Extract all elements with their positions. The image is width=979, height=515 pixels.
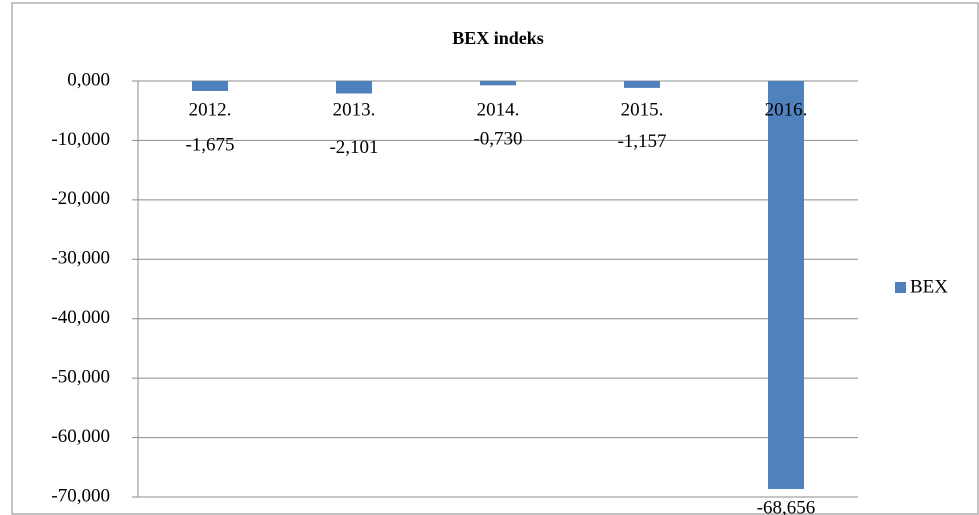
x-tick-label: 2016.: [765, 99, 808, 120]
y-tick-label: 0,000: [67, 69, 110, 90]
value-label: -0,730: [473, 129, 522, 150]
y-tick-label: -10,000: [51, 129, 110, 150]
value-label: -1,157: [617, 131, 666, 152]
x-tick-label: 2013.: [333, 99, 376, 120]
chart-title: BEX indeks: [452, 28, 544, 48]
y-tick-label: -60,000: [51, 426, 110, 447]
bar: [768, 81, 804, 490]
y-tick-label: -20,000: [51, 188, 110, 209]
bar: [336, 81, 372, 94]
y-tick-label: -40,000: [51, 307, 110, 328]
bar: [624, 81, 660, 88]
legend-swatch: [895, 282, 906, 293]
x-tick-label: 2015.: [621, 99, 664, 120]
y-tick-label: -70,000: [51, 485, 110, 506]
y-tick-label: -30,000: [51, 248, 110, 269]
x-tick-label: 2014.: [477, 99, 520, 120]
bar: [192, 81, 228, 91]
chart-border: [11, 2, 979, 515]
y-tick-label: -50,000: [51, 367, 110, 388]
value-label: -1,675: [185, 134, 234, 155]
x-tick-label: 2012.: [189, 99, 232, 120]
value-label: -2,101: [329, 137, 378, 158]
legend-label: BEX: [910, 276, 948, 297]
bar: [480, 81, 516, 86]
value-label: -68,656: [757, 497, 816, 515]
